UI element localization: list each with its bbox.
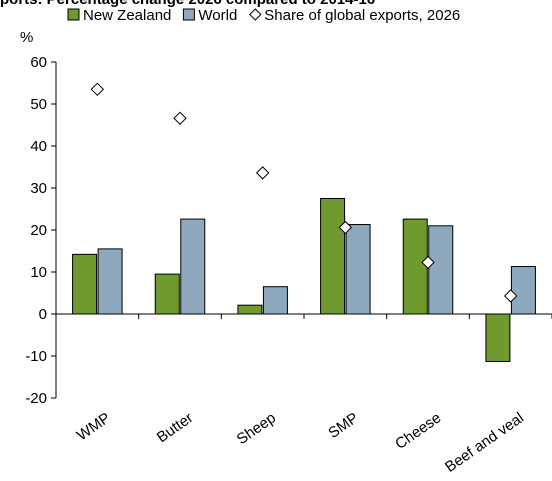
x-tick-label: Cheese: [392, 409, 444, 453]
legend-label: World: [198, 7, 237, 24]
y-axis-label: %: [20, 29, 33, 46]
share-marker: [338, 220, 353, 235]
bar-world: [428, 225, 454, 315]
bar-world: [262, 286, 288, 315]
y-tick-label: 60: [30, 54, 47, 71]
bar-new-zealand: [237, 304, 263, 315]
y-tick-label: 10: [30, 264, 47, 281]
x-tick-label: Sheep: [234, 409, 279, 448]
y-tick-label: 20: [30, 222, 47, 239]
y-tick-label: 30: [30, 180, 47, 197]
bar-new-zealand: [154, 273, 180, 315]
bar-world: [345, 224, 371, 315]
bar-new-zealand: [402, 218, 428, 315]
share-marker: [173, 111, 187, 125]
share-marker: [421, 255, 435, 270]
share-marker: [90, 82, 105, 97]
legend-label: New Zealand: [83, 7, 171, 24]
bar-world: [510, 266, 536, 315]
share-marker: [255, 166, 270, 180]
y-tick-label: -10: [25, 348, 47, 365]
x-tick-label: Butter: [154, 409, 197, 446]
y-tick-label: -20: [25, 390, 47, 407]
bar-world: [97, 248, 123, 315]
x-tick-label: SMP: [325, 409, 361, 442]
y-tick-label: 0: [39, 306, 47, 323]
legend-swatch: [182, 8, 195, 21]
bar-new-zealand: [320, 198, 346, 315]
plot-area: -20 -10 0 10 20 30 40 50 60 WMP Butter Sheep SMP Chee…: [25, 54, 552, 476]
y-tick-label: 40: [30, 138, 47, 155]
y-tick-label: 50: [30, 96, 47, 113]
bar-world: [180, 218, 206, 315]
legend-swatch: [67, 8, 80, 21]
chart-legend: New Zealand World Share of global exports,…: [67, 7, 460, 24]
bar-new-zealand: [485, 313, 511, 362]
chart-title: ports: Percentage change 2026 compared t…: [0, 0, 552, 8]
legend-label: Share of global exports, 2026: [264, 7, 460, 24]
x-tick-label: WMP: [74, 409, 114, 444]
legend-diamond: [249, 8, 262, 21]
bar-new-zealand: [72, 253, 98, 315]
x-tick-label: Beef and veal: [442, 409, 527, 476]
share-marker: [503, 289, 518, 303]
